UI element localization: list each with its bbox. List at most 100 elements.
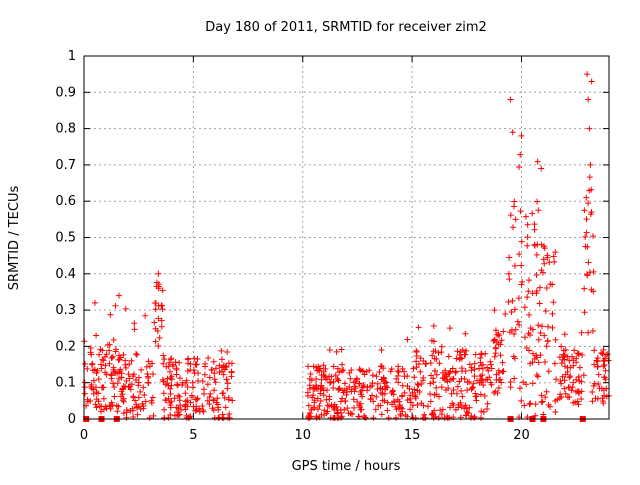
data-point: [192, 396, 199, 403]
data-point: [498, 379, 505, 386]
data-point: [183, 414, 190, 421]
data-point: [575, 350, 582, 357]
data-point: [484, 400, 491, 407]
data-point: [211, 414, 218, 421]
data-point: [393, 375, 400, 382]
data-point: [470, 380, 477, 387]
data-point: [219, 356, 226, 363]
data-point: [120, 410, 127, 417]
data-point: [583, 216, 590, 223]
data-point: [331, 401, 338, 408]
data-point: [207, 390, 214, 397]
data-point: [413, 347, 420, 354]
data-point: [415, 324, 422, 331]
data-point: [576, 377, 583, 384]
data-point: [155, 342, 162, 349]
data-point: [448, 390, 455, 397]
data-point: [561, 377, 568, 384]
data-point: [113, 402, 120, 409]
data-point: [543, 388, 550, 395]
data-point: [584, 71, 591, 78]
data-point: [372, 406, 379, 413]
data-point: [127, 386, 134, 393]
data-point: [596, 385, 603, 392]
data-point: [558, 393, 565, 400]
data-point: [341, 380, 348, 387]
data-point: [541, 260, 548, 267]
data-point: [158, 317, 165, 324]
data-point: [511, 203, 518, 210]
data-point: [443, 377, 450, 384]
data-point: [581, 285, 588, 292]
data-point: [541, 332, 548, 339]
data-point: [103, 371, 110, 378]
data-point: [515, 163, 522, 170]
data-point: [533, 288, 540, 294]
data-point: [453, 355, 460, 362]
data-point: [395, 363, 402, 370]
data-point: [133, 351, 140, 358]
data-point: [583, 271, 590, 278]
data-point: [413, 364, 420, 371]
data-point: [128, 381, 135, 388]
data-point: [418, 380, 425, 387]
data-point: [404, 336, 411, 343]
data-point: [184, 384, 191, 391]
data-point: [184, 367, 191, 374]
y-tick-label: 0.8: [55, 122, 76, 137]
data-point: [191, 355, 198, 362]
data-point: [544, 337, 551, 344]
data-point: [500, 368, 507, 375]
data-point: [591, 361, 598, 368]
data-point: [561, 331, 568, 338]
data-point: [493, 371, 500, 378]
data-point: [480, 408, 487, 415]
data-point: [356, 380, 363, 387]
data-point: [110, 336, 117, 343]
data-point: [100, 357, 107, 364]
data-point: [98, 365, 105, 372]
data-point: [594, 363, 601, 370]
data-point: [384, 407, 391, 414]
data-point: [305, 402, 312, 409]
data-point: [339, 387, 346, 394]
data-point: [182, 403, 189, 410]
data-point: [367, 396, 374, 403]
data-point: [430, 338, 437, 345]
data-point: [100, 395, 107, 402]
y-tick-label: 1: [68, 49, 76, 64]
data-point: [518, 238, 525, 245]
data-point: [354, 398, 361, 405]
data-point: [580, 372, 587, 379]
data-point: [601, 392, 608, 399]
data-point: [317, 398, 324, 405]
data-point: [532, 401, 539, 408]
data-point: [595, 371, 602, 378]
data-point: [518, 262, 525, 269]
data-point: [511, 331, 518, 338]
data-point: [404, 373, 411, 380]
data-point: [112, 348, 119, 355]
data-point: [583, 194, 590, 201]
data-point: [527, 400, 534, 407]
data-point: [107, 311, 114, 318]
data-point: [477, 391, 484, 398]
data-point: [478, 408, 485, 415]
data-point: [392, 403, 399, 410]
data-point: [433, 371, 440, 378]
data-point: [342, 398, 349, 405]
data-point: [305, 412, 312, 419]
data-point: [539, 269, 546, 276]
data-point: [155, 302, 162, 309]
data-point: [368, 382, 375, 389]
data-point: [454, 383, 461, 390]
data-point: [126, 361, 133, 368]
data-point: [350, 379, 357, 386]
data-point: [87, 398, 94, 405]
data-point: [391, 398, 398, 405]
data-point: [172, 359, 179, 366]
data-point: [370, 414, 377, 421]
data-point: [350, 404, 357, 411]
data-point: [436, 393, 443, 400]
